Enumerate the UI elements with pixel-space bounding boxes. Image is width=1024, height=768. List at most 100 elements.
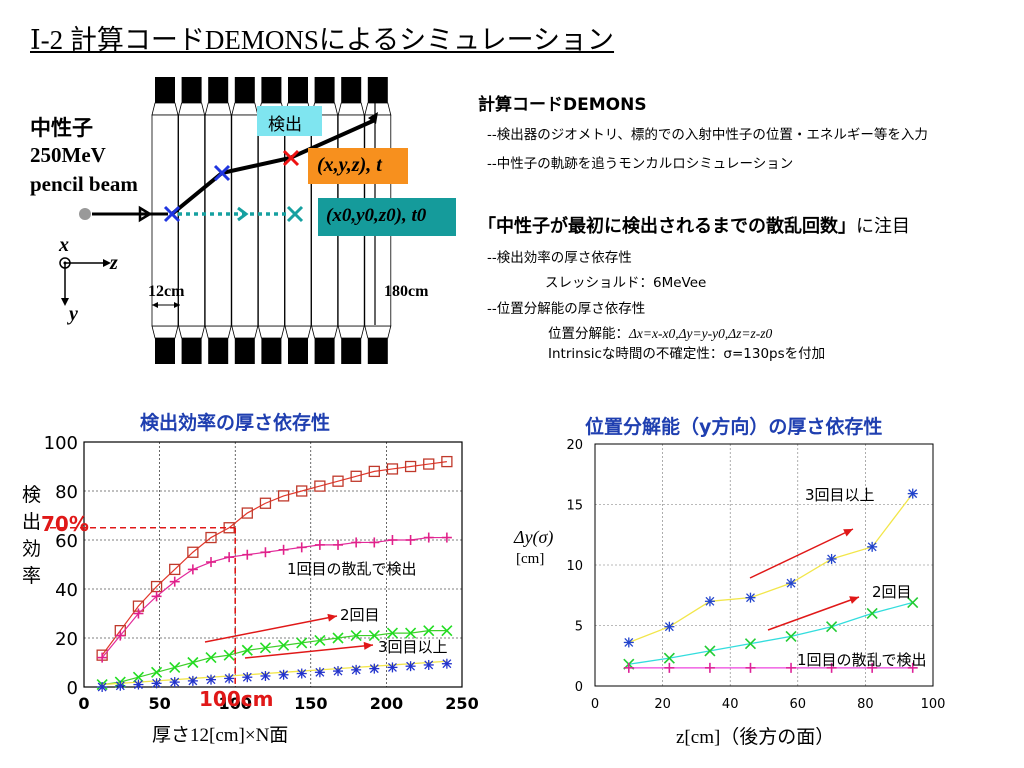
data-point-s4 (151, 678, 162, 689)
data-point-s3 (296, 637, 308, 649)
data-point-s4 (242, 672, 253, 683)
slide-title: Ⅰ-2 計算コードDEMONSによるシミュレーション (30, 25, 615, 55)
data-point-s3 (259, 642, 272, 654)
y-tick-label: 0 (575, 680, 583, 695)
x-tick-label: 0 (591, 697, 599, 712)
light-guide-bottom (284, 325, 312, 339)
y-tick-label: 0 (67, 678, 78, 699)
position-true-label: (x,y,z), t (317, 154, 382, 176)
light-guide-bottom (151, 325, 179, 339)
energy-label: 250MeV (30, 143, 106, 167)
data-point-s2 (278, 544, 289, 555)
detector-diagram (59, 77, 392, 364)
data-point-s3 (786, 662, 797, 673)
y-tick-label: 20 (566, 438, 583, 453)
thickness-label: 12cm (148, 283, 185, 300)
data-point-s2 (260, 547, 271, 558)
data-point-s2 (441, 532, 452, 543)
x-tick-label: 60 (790, 697, 807, 712)
data-point-s3 (704, 662, 715, 673)
data-point-s2 (826, 621, 838, 633)
focus-line: 「中性子が最初に検出されるまでの散乱回数」に注目 (478, 212, 910, 238)
intrinsic-text: Intrinsicな時間の不確定性：σ=130psを付加 (548, 346, 826, 362)
data-point-s1 (350, 470, 362, 482)
data-point-s3 (350, 629, 362, 642)
series-line-2 (628, 601, 913, 665)
data-point-s2 (744, 638, 757, 650)
detect-box (257, 106, 322, 136)
projected-mark (286, 205, 304, 223)
data-point-s3 (278, 639, 290, 651)
y-tick-label: 20 (55, 629, 78, 650)
data-point-s2 (169, 576, 180, 587)
resolution-line: 位置分解能：Δx=x-x0,Δy=y-y0,Δz=z-z0 (548, 322, 772, 342)
light-guide-bottom (364, 325, 392, 339)
pmt-bottom (261, 338, 282, 364)
data-point-s1 (187, 546, 199, 558)
x-tick-label: 100 (921, 697, 946, 712)
pmt-top (208, 77, 229, 103)
data-point-s1 (404, 460, 417, 473)
data-point-s2 (351, 537, 362, 548)
data-point-s3 (423, 625, 435, 637)
red-arrow-b (244, 641, 374, 659)
data-point-s4 (115, 680, 126, 691)
pmt-bottom (234, 338, 255, 364)
scatter-mark-first (163, 205, 181, 223)
focus-main: 「中性子が最初に検出されるまでの散乱回数」 (478, 216, 856, 237)
data-point-s4 (314, 667, 325, 678)
neutron-track (170, 118, 376, 216)
data-point-s1 (826, 553, 837, 564)
height-label: 180cm (384, 283, 429, 300)
data-point-s3 (745, 662, 756, 673)
x-tick-label: 20 (654, 697, 671, 712)
bullet-geometry: --検出器のジオメトリ、標的での入射中性子の位置・エネルギー等を入力 (487, 127, 928, 143)
x-tick-label: 200 (370, 694, 403, 713)
plot-frame (594, 443, 934, 687)
data-point-s4 (333, 666, 344, 677)
data-point-s4 (296, 668, 307, 679)
data-point-s1 (368, 465, 380, 478)
data-point-s4 (278, 669, 289, 680)
data-point-s2 (296, 542, 307, 553)
data-point-s2 (133, 608, 144, 619)
annot-second: 2回目 (340, 606, 380, 624)
annot-first-scatter: 1回目の散乱で検出 (797, 651, 927, 669)
data-point-s2 (206, 557, 217, 568)
data-point-s3 (386, 627, 399, 639)
pmt-bottom (341, 338, 362, 364)
data-point-s1 (745, 592, 756, 603)
data-point-s3 (664, 662, 675, 673)
data-point-s1 (441, 455, 453, 468)
x-tick-label: 250 (445, 694, 478, 713)
x-tick-label: 40 (722, 697, 739, 712)
axis-y-label: y (69, 303, 78, 325)
light-guide-top (337, 102, 365, 116)
neutron-label: 中性子 (30, 116, 93, 140)
threshold-text: スレッショルド：6MeVee (545, 275, 707, 291)
data-point-s2 (151, 591, 162, 602)
data-point-s3 (223, 649, 235, 661)
data-point-s4 (224, 673, 235, 684)
data-point-s1 (205, 531, 217, 544)
chart2-title: 位置分解能（y方向）の厚さ依存性 (585, 416, 883, 438)
chart1-xlabel: 厚さ12[cm]×N面 (152, 725, 289, 746)
red-arrow-a (749, 528, 854, 579)
resolution-formula: Δx=x-x0,Δy=y-y0,Δz=z-z0 (629, 326, 773, 341)
pmt-bottom (288, 338, 308, 364)
pmt-top (181, 77, 202, 103)
data-point-s2 (405, 535, 416, 545)
data-point-s1 (423, 458, 435, 470)
pmt-top (261, 77, 282, 103)
series-line-1 (101, 461, 447, 656)
scintillator-layer (231, 114, 259, 327)
light-guide-top (204, 102, 232, 116)
data-point-s3 (441, 625, 453, 637)
focus-suffix: に注目 (856, 216, 910, 237)
beam-label: pencil beam (30, 172, 138, 196)
efficiency-chart: 0 50 100 150 200 250 0 20 40 60 80 100 70% 100cm 1回目の散… (41, 433, 479, 713)
scintillator-layer (257, 114, 285, 327)
code-title: 計算コードDEMONS (478, 95, 647, 115)
data-point-s4 (405, 661, 416, 672)
series-line-1 (628, 493, 914, 644)
